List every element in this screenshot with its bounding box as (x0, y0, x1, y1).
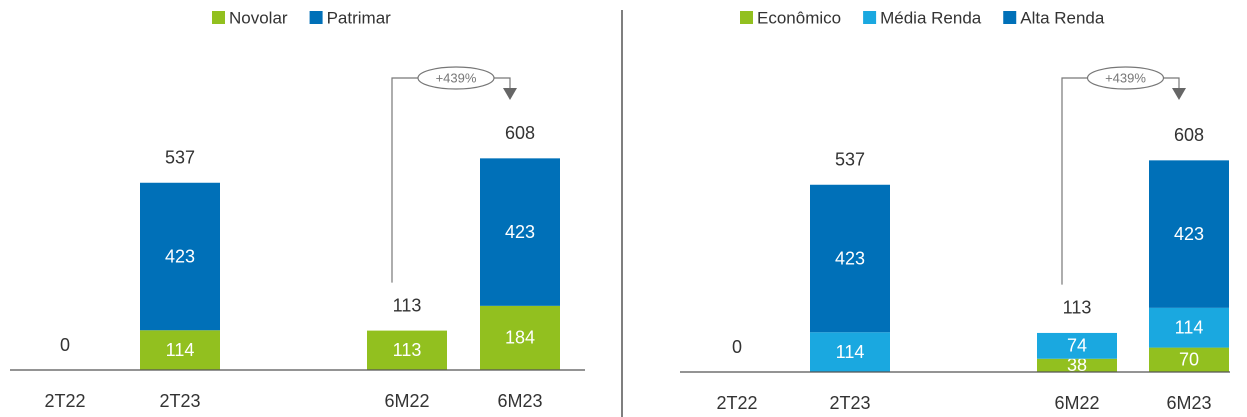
legend-swatch (863, 11, 877, 24)
bar-segment (810, 332, 890, 372)
segment-label: 184 (505, 328, 535, 348)
x-tick-label: 6M23 (1166, 393, 1211, 413)
total-label: 608 (505, 123, 535, 143)
bar-segment (140, 330, 220, 370)
segment-label: 423 (835, 248, 865, 268)
x-tick-label: 2T22 (44, 391, 85, 411)
x-tick-label: 2T23 (829, 393, 870, 413)
bar-segment (140, 182, 220, 331)
x-tick-label: 2T22 (716, 393, 757, 413)
segment-label: 114 (166, 340, 195, 360)
bar-segment (480, 305, 560, 370)
x-tick-label: 6M23 (497, 391, 542, 411)
total-label: 537 (835, 150, 865, 170)
total-label: 0 (732, 337, 742, 357)
bar-segment (1037, 358, 1117, 372)
legend-label: Patrimar (327, 8, 392, 27)
bar-segment (1149, 160, 1229, 308)
total-label: 113 (1063, 297, 1092, 317)
annotation-label: +439% (436, 70, 477, 85)
x-tick-label: 2T23 (159, 391, 200, 411)
segment-label: 74 (1067, 336, 1087, 356)
legend-swatch (1003, 11, 1017, 24)
bar-segment (1037, 332, 1117, 359)
bar-segment (367, 330, 447, 370)
annotation-arrow (503, 88, 517, 100)
segment-label: 423 (165, 246, 195, 266)
segment-label: 114 (836, 342, 865, 362)
legend-label: Novolar (229, 8, 288, 27)
legend-label: Média Renda (880, 8, 982, 27)
bar-segment (1149, 307, 1229, 348)
segment-label: 114 (1175, 317, 1204, 337)
segment-label: 423 (1174, 224, 1204, 244)
bar-segment (1149, 347, 1229, 372)
annotation-arrow (1172, 88, 1186, 100)
legend-label: Alta Renda (1020, 8, 1105, 27)
x-tick-label: 6M22 (384, 391, 429, 411)
annotation-ellipse (1086, 66, 1165, 90)
annotation-label: +439% (1105, 70, 1146, 85)
total-label: 608 (1174, 125, 1204, 145)
legend-swatch (740, 11, 753, 24)
bar-segment (480, 158, 560, 306)
legend-swatch (309, 11, 323, 24)
total-label: 0 (60, 335, 70, 355)
total-label: 113 (393, 295, 422, 315)
legend-label: Econômico (757, 8, 841, 27)
segment-label: 113 (393, 340, 422, 360)
x-tick-label: 6M22 (1054, 393, 1099, 413)
legend-swatch (212, 11, 225, 24)
annotation-ellipse (417, 66, 495, 90)
total-label: 537 (165, 148, 195, 168)
segment-label: 70 (1179, 350, 1199, 370)
bar-segment (810, 184, 890, 333)
segment-label: 423 (505, 222, 535, 242)
segment-label: 38 (1067, 355, 1087, 375)
